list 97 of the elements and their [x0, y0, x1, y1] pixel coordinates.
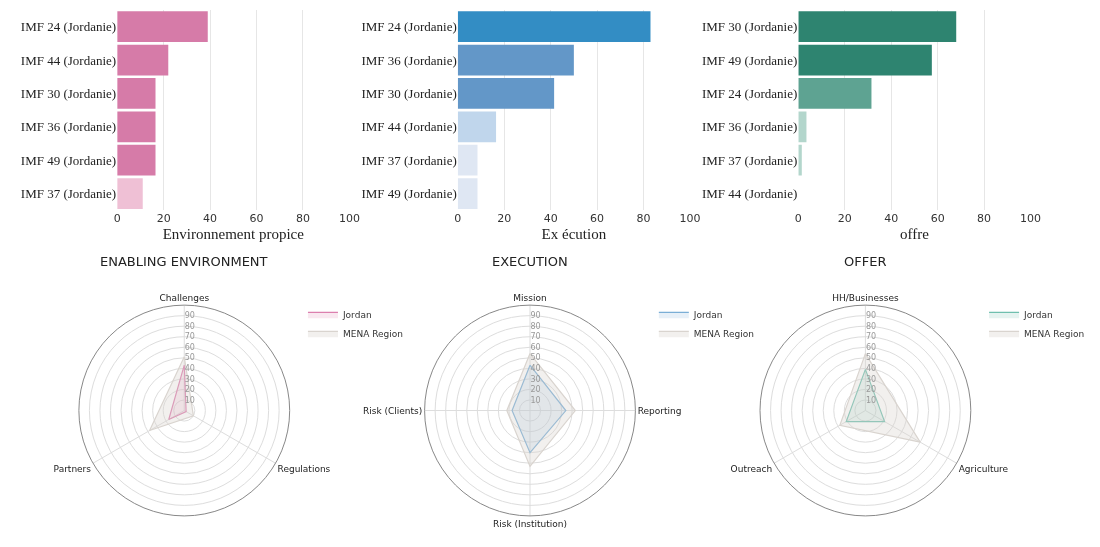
spoke-label: HH/Businesses: [832, 293, 899, 304]
bar: [117, 144, 156, 176]
y-tick-label: IMF 30 (Jordanie): [361, 85, 457, 101]
x-tick-label: 40: [203, 212, 218, 226]
y-tick-label: IMF 37 (Jordanie): [361, 152, 457, 168]
y-tick-label: IMF 24 (Jordanie): [701, 85, 798, 101]
y-tick-label: 40: [184, 363, 195, 373]
x-tick-label: 0: [454, 212, 462, 226]
spoke-label: Partners: [53, 463, 92, 474]
spoke-label: Risk (Clients): [363, 405, 423, 416]
y-tick-label: 10: [530, 395, 541, 405]
y-tick-label: IMF 49 (Jordanie): [701, 52, 798, 68]
x-tick-label: 60: [590, 212, 605, 226]
y-tick-label: 70: [184, 332, 195, 342]
x-tick-label: 60: [249, 212, 264, 226]
x-tick-label: 100: [679, 212, 701, 226]
x-axis-title: Ex écution: [541, 226, 607, 243]
y-tick-label: IMF 36 (Jordanie): [361, 52, 457, 68]
bar: [117, 178, 143, 209]
y-tick-label: 20: [530, 385, 541, 395]
bar: [457, 144, 478, 176]
x-tick-label: 80: [636, 212, 651, 226]
spoke-label: Mission: [513, 293, 547, 304]
x-tick-label: 0: [794, 212, 802, 226]
y-tick-label: 70: [865, 332, 877, 342]
legend-label: Jordan: [692, 309, 723, 320]
x-tick-label: 80: [977, 212, 992, 226]
bar: [457, 178, 478, 209]
y-tick-label: IMF 49 (Jordanie): [361, 186, 457, 202]
y-tick-label: IMF 36 (Jordanie): [20, 119, 117, 135]
bar: [798, 44, 932, 76]
y-tick-label: 30: [184, 374, 195, 384]
y-tick-label: 90: [184, 311, 195, 321]
x-tick-label: 60: [930, 212, 945, 226]
x-tick-label: 40: [884, 212, 899, 226]
y-tick-label: IMF 37 (Jordanie): [701, 152, 798, 168]
y-tick-label: IMF 44 (Jordanie): [361, 119, 457, 135]
y-tick-label: IMF 36 (Jordanie): [701, 119, 798, 135]
bar: [457, 111, 497, 143]
x-axis-title: Environnement propice: [162, 226, 305, 243]
spoke-label: Outreach: [730, 463, 773, 474]
spoke-label: Risk (Institution): [492, 519, 568, 530]
bar: [457, 78, 555, 109]
bar: [117, 111, 156, 143]
y-tick-label: 80: [865, 321, 877, 331]
x-tick-label: 100: [1020, 212, 1042, 226]
y-tick-label: 30: [530, 374, 541, 384]
y-tick-label: IMF 49 (Jordanie): [20, 152, 117, 168]
y-tick-label: 50: [184, 353, 195, 363]
y-tick-label: 60: [530, 342, 541, 352]
spoke-label: Reporting: [637, 405, 682, 416]
y-tick-label: IMF 44 (Jordanie): [701, 186, 798, 202]
legend-label: MENA Region: [693, 328, 754, 339]
x-tick-label: 100: [338, 212, 360, 226]
bar: [117, 11, 208, 43]
chart-title: EXECUTION: [492, 254, 568, 269]
y-tick-label: IMF 24 (Jordanie): [361, 19, 457, 35]
x-tick-label: 20: [497, 212, 512, 226]
bar: [117, 44, 169, 76]
bar: [117, 78, 156, 109]
y-tick-label: 80: [184, 321, 195, 331]
x-tick-label: 40: [543, 212, 558, 226]
legend-label: Jordan: [341, 309, 372, 320]
x-tick-label: 20: [837, 212, 852, 226]
bar: [798, 11, 957, 43]
y-tick-label: 90: [530, 311, 541, 321]
y-tick-label: 60: [865, 342, 877, 352]
x-axis-title: offre: [899, 226, 930, 243]
x-tick-label: 20: [156, 212, 171, 226]
bar: [798, 78, 872, 109]
y-tick-label: IMF 44 (Jordanie): [20, 52, 117, 68]
y-tick-label: 30: [865, 374, 877, 384]
x-tick-label: 80: [295, 212, 310, 226]
legend-label: MENA Region: [342, 328, 403, 339]
chart-title: ENABLING ENVIRONMENT: [100, 254, 268, 269]
y-tick-label: 50: [865, 353, 877, 363]
x-tick-label: 0: [113, 212, 121, 226]
bar: [457, 11, 651, 43]
spoke-label: Challenges: [159, 293, 210, 304]
y-tick-label: IMF 24 (Jordanie): [20, 19, 117, 35]
legend-label: MENA Region: [1024, 328, 1085, 339]
y-tick-label: IMF 30 (Jordanie): [20, 85, 117, 101]
y-tick-label: 80: [530, 321, 541, 331]
y-tick-label: 60: [184, 342, 195, 352]
legend-label: Jordan: [1023, 309, 1053, 320]
chart-title: OFFER: [844, 254, 887, 269]
spoke-label: Agriculture: [958, 463, 1009, 474]
y-tick-label: IMF 37 (Jordanie): [20, 186, 117, 202]
y-tick-label: 10: [865, 395, 877, 405]
y-tick-label: 70: [530, 332, 541, 342]
y-tick-label: 20: [865, 385, 877, 395]
y-tick-label: 90: [865, 311, 877, 321]
y-tick-label: 40: [865, 363, 877, 373]
spoke-label: Regulations: [277, 463, 331, 474]
y-tick-label: IMF 30 (Jordanie): [701, 19, 798, 35]
bar: [457, 44, 574, 76]
y-tick-label: 50: [530, 353, 541, 363]
